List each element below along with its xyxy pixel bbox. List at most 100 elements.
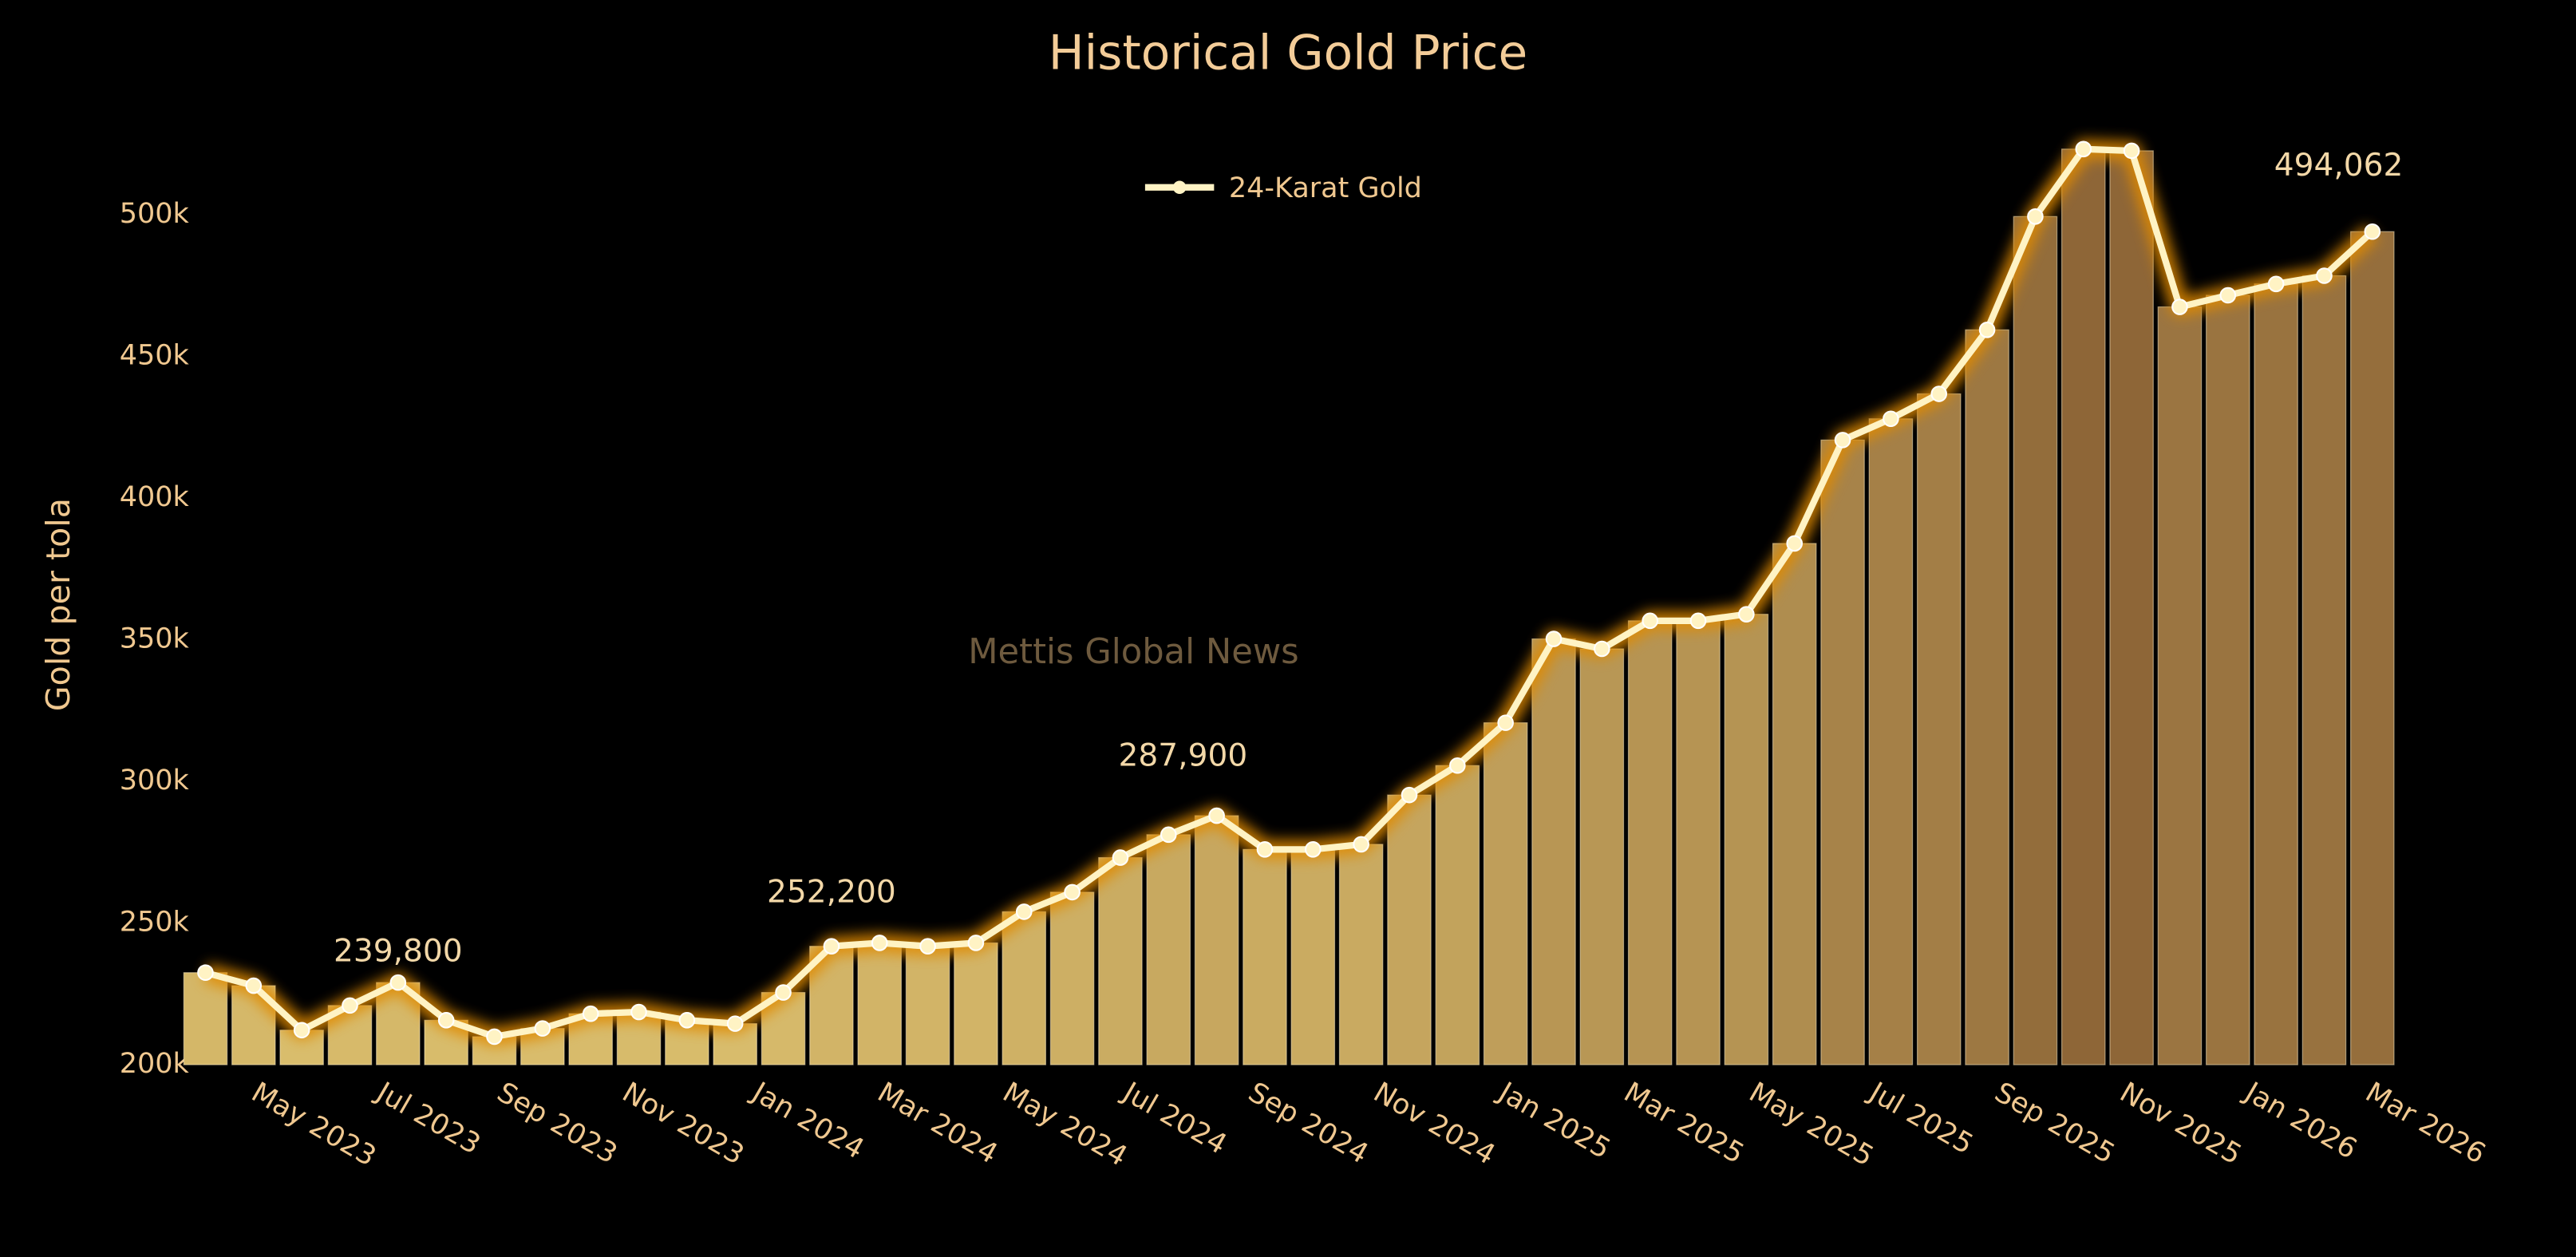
legend-label: 24-Karat Gold [1229, 172, 1422, 204]
bar [1435, 765, 1480, 1065]
bar [1002, 911, 1047, 1065]
bar [1290, 848, 1336, 1065]
point [1689, 612, 1707, 630]
point [1786, 535, 1804, 552]
point [1449, 757, 1466, 774]
legend-marker [1172, 180, 1187, 194]
point [1208, 807, 1225, 824]
bar [1049, 891, 1095, 1065]
bar [1483, 722, 1528, 1065]
y-tick-label: 200k [120, 1048, 190, 1080]
point [2123, 142, 2140, 160]
point [1064, 883, 1081, 901]
point [1353, 836, 1369, 853]
point [582, 1005, 599, 1022]
bar [857, 942, 903, 1065]
point [775, 984, 792, 1001]
point [197, 964, 214, 982]
x-tick-label: May 2024 [998, 1077, 1132, 1173]
point [678, 1012, 696, 1029]
bar [2013, 215, 2058, 1065]
bar [1243, 848, 1287, 1065]
y-axis-label: Gold per tola [39, 498, 77, 711]
x-tick-label: Jan 2024 [745, 1076, 869, 1166]
x-tick-label: Mar 2024 [872, 1077, 1003, 1171]
point [293, 1022, 310, 1039]
y-tick-label: 300k [120, 765, 190, 796]
point [1256, 841, 1274, 858]
point [1497, 714, 1514, 731]
point [1834, 432, 1851, 449]
bar [1338, 844, 1384, 1065]
bar [1724, 614, 1769, 1065]
bar [2157, 306, 2203, 1065]
bar [1194, 815, 1239, 1065]
point [1738, 606, 1755, 623]
annotation: 494,062 [2274, 148, 2404, 184]
bar [2301, 275, 2347, 1065]
x-tick-label: Nov 2025 [2115, 1077, 2247, 1172]
bar [1579, 648, 1625, 1065]
bar [1820, 439, 1865, 1065]
bar [1146, 834, 1191, 1065]
annotation: 287,900 [1119, 737, 1248, 773]
annotation: 239,800 [334, 933, 463, 969]
chart-title: Historical Gold Price [1049, 26, 1527, 81]
point [1305, 841, 1322, 858]
bar [1868, 418, 1914, 1065]
point [1015, 903, 1033, 920]
x-tick-label: Jul 2025 [1863, 1076, 1978, 1161]
x-tick-label: Jul 2024 [1116, 1076, 1232, 1161]
line [204, 145, 2375, 1040]
bar [1531, 638, 1576, 1065]
bar [2254, 283, 2298, 1065]
bar [2109, 150, 2154, 1065]
y-tick-label: 250k [120, 907, 190, 939]
x-tick-label: Jul 2023 [369, 1076, 485, 1161]
point [2027, 208, 2044, 225]
bar [1098, 856, 1143, 1065]
y-tick-label: 400k [120, 481, 190, 513]
point [2219, 287, 2237, 304]
y-tick-label: 350k [120, 623, 190, 655]
point [342, 997, 358, 1014]
point [1545, 630, 1563, 647]
point [2267, 275, 2285, 293]
point [1642, 612, 1658, 630]
x-tick-label: Sep 2023 [492, 1077, 622, 1171]
point [437, 1012, 455, 1029]
bar [1916, 393, 1962, 1065]
point [486, 1028, 503, 1046]
point [2364, 223, 2381, 240]
bar [1627, 620, 1673, 1065]
point [1401, 786, 1418, 804]
y-tick-label: 450k [120, 340, 190, 372]
bar [954, 942, 998, 1065]
point [1930, 385, 1948, 402]
x-tick-label: Jan 2026 [2238, 1076, 2362, 1166]
point [726, 1015, 744, 1032]
point [823, 938, 840, 955]
point [1594, 640, 1610, 658]
point [1112, 849, 1129, 866]
bar [2060, 148, 2106, 1065]
bar [2206, 294, 2250, 1065]
point [967, 935, 985, 951]
x-tick-label: Nov 2023 [617, 1077, 749, 1172]
bar [1772, 543, 1817, 1065]
point [1978, 322, 1996, 338]
bar [1387, 794, 1432, 1065]
x-tick-label: Jan 2025 [1491, 1076, 1615, 1166]
x-tick-label: Sep 2025 [1989, 1077, 2120, 1171]
x-tick-label: Sep 2024 [1243, 1077, 1373, 1171]
annotation: 252,200 [767, 875, 896, 911]
point [1160, 826, 1177, 844]
x-tick-label: Mar 2026 [2360, 1077, 2491, 1171]
bar [2350, 231, 2395, 1065]
bar [183, 972, 228, 1065]
point [534, 1020, 551, 1037]
bar [1965, 329, 2009, 1065]
point [389, 974, 407, 991]
